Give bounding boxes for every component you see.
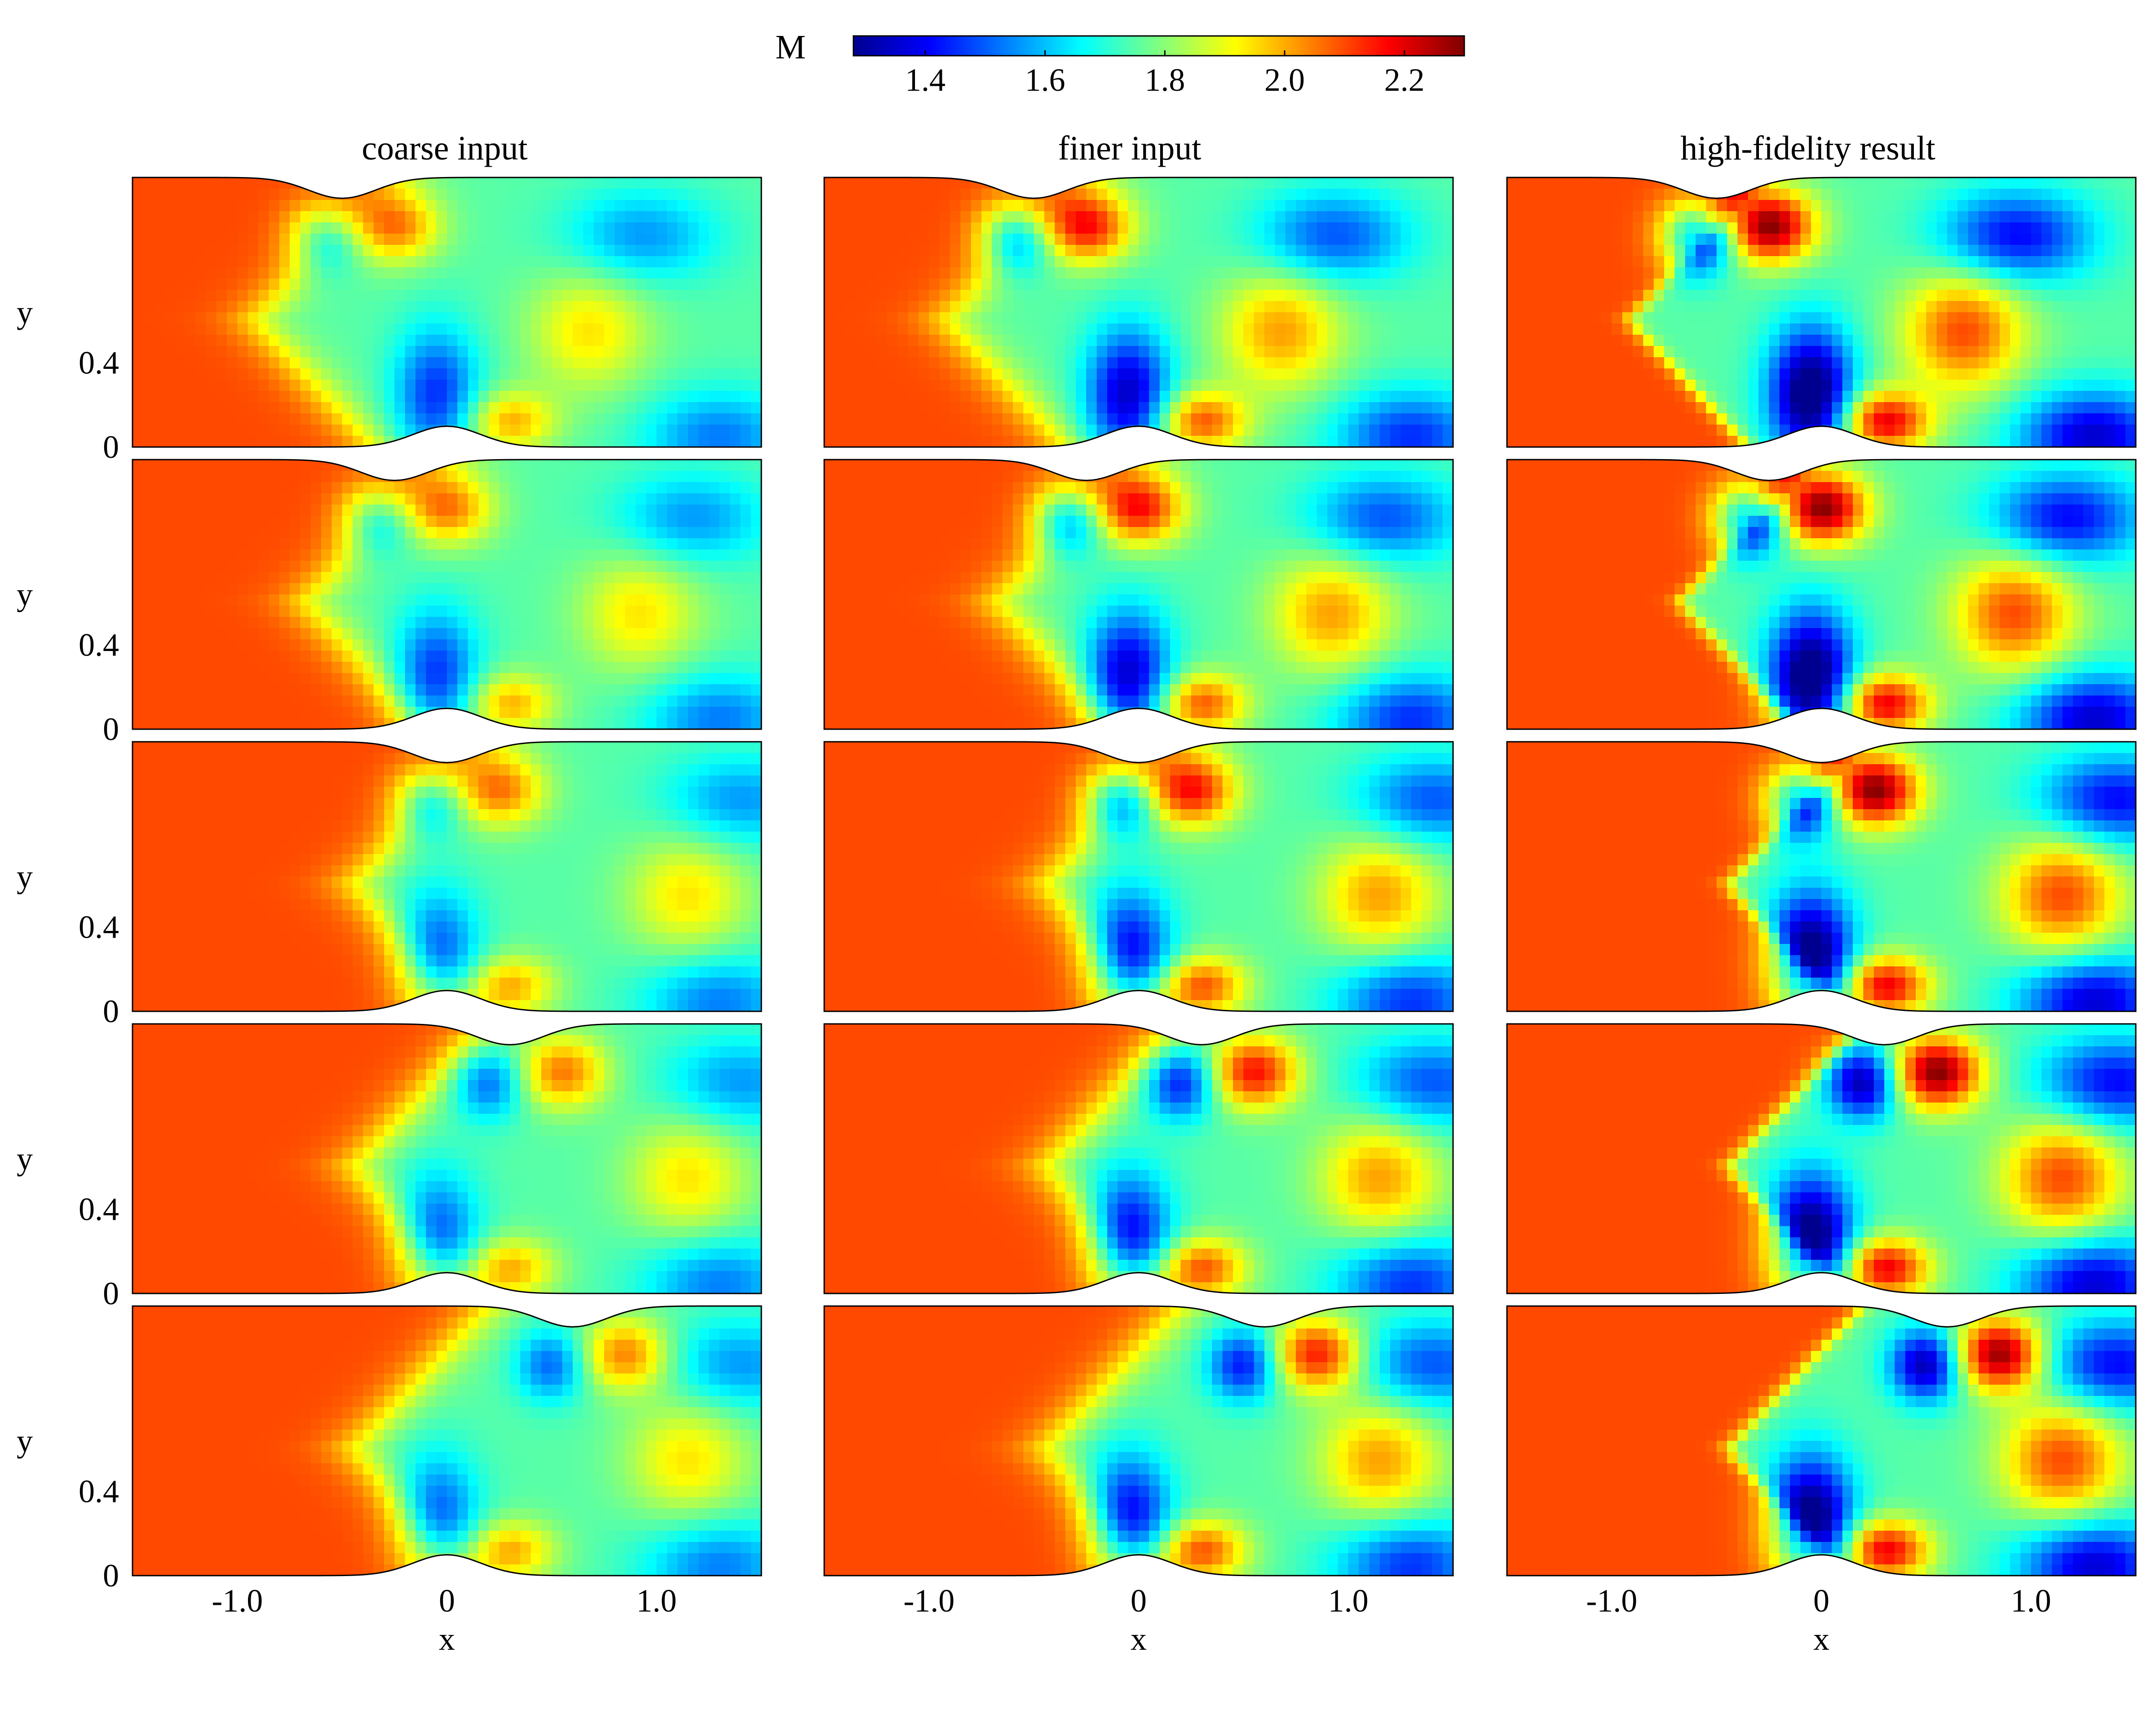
colorbar-tick-label: 1.8 (1144, 62, 1185, 98)
column-title-coarse: coarse input (362, 129, 527, 167)
colorbar-gradient (853, 35, 1465, 57)
colorbar-tick-label: 2.2 (1384, 62, 1425, 98)
domain-outline (1506, 459, 2137, 730)
x-tick-label: -1.0 (903, 1583, 954, 1619)
y-axis-label: y (17, 859, 33, 895)
x-axis-label: x (1131, 1621, 1147, 1657)
y-tick-label: 0 (103, 1276, 119, 1311)
y-tick-label: 0 (103, 993, 119, 1029)
domain-outline (132, 1305, 762, 1577)
x-tick-label: -1.0 (1586, 1583, 1637, 1619)
y-tick-label: 0 (103, 1558, 119, 1594)
domain-outline (132, 177, 762, 448)
y-tick-label: 0.4 (79, 345, 119, 381)
heatmap-panel (823, 459, 1454, 730)
heatmap-panel (823, 741, 1454, 1012)
y-tick-label: 0.4 (79, 1474, 119, 1510)
y-tick-label: 0.4 (79, 627, 119, 663)
colorbar-tick-label: 1.4 (905, 62, 945, 98)
y-tick-label: 0 (103, 711, 119, 747)
y-tick-label: 0.4 (79, 909, 119, 945)
heatmap-panel (1506, 741, 2137, 1012)
x-tick-label: 0 (1131, 1583, 1147, 1619)
y-axis-label: y (17, 576, 33, 612)
x-tick-label: -1.0 (212, 1583, 263, 1619)
colorbar-label: M (775, 28, 806, 66)
heatmap-panel: 0 0.4 y -1.0 0 1.0 x (17, 1305, 762, 1657)
heatmap-panel: -1.0 0 1.0 x (823, 1305, 1454, 1657)
x-tick-label: 1.0 (2011, 1583, 2051, 1619)
domain-outline (1506, 741, 2137, 1012)
domain-outline (1506, 1023, 2137, 1294)
x-tick-label: 1.0 (636, 1583, 677, 1619)
panel-grid: 0 0.4 y 0 0.4 y 0 0.4 y 0 0.4 y 0 0.4 y -1.0 0 1.0 x -1.0 0 1… (17, 177, 2137, 1657)
domain-outline (823, 1305, 1454, 1577)
domain-outline (132, 1023, 762, 1294)
x-tick-label: 1.0 (1328, 1583, 1369, 1619)
heatmap-panel (1506, 459, 2137, 730)
heatmap-panel: 0 0.4 y (17, 1023, 762, 1311)
domain-outline (1506, 1305, 2137, 1577)
y-axis-label: y (17, 294, 33, 330)
domain-outline (1506, 177, 2137, 448)
domain-outline (132, 741, 762, 1012)
y-tick-label: 0 (103, 429, 119, 465)
heatmap-panel: -1.0 0 1.0 x (1506, 1305, 2137, 1657)
heatmap-panel: 0 0.4 y (17, 741, 762, 1029)
heatmap-panel: 0 0.4 y (17, 177, 762, 465)
y-tick-label: 0.4 (79, 1191, 119, 1227)
x-tick-label: 0 (1813, 1583, 1829, 1619)
y-axis-label: y (17, 1141, 33, 1177)
heatmap-panel (1506, 177, 2137, 448)
colorbar-ticks: 1.4 1.6 1.8 2.0 2.2 (905, 50, 1425, 98)
heatmap-panel (1506, 1023, 2137, 1294)
colorbar-tick-label: 2.0 (1264, 62, 1305, 98)
x-axis-label: x (439, 1621, 455, 1657)
domain-outline (823, 177, 1454, 448)
domain-outline (132, 459, 762, 730)
column-title-finer: finer input (1058, 129, 1202, 167)
heatmap-panel (823, 1023, 1454, 1294)
heatmap-panel: 0 0.4 y (17, 459, 762, 747)
domain-outline (823, 741, 1454, 1012)
colorbar-tick-label: 1.6 (1025, 62, 1065, 98)
domain-outline (823, 459, 1454, 730)
x-tick-label: 0 (439, 1583, 455, 1619)
heatmap-panel (823, 177, 1454, 448)
y-axis-label: y (17, 1423, 33, 1459)
x-axis-label: x (1813, 1621, 1829, 1657)
column-title-high-fidelity: high-fidelity result (1680, 129, 1935, 167)
colorbar: M 1.4 1.6 1.8 2.0 2.2 (775, 28, 1465, 98)
domain-outline (823, 1023, 1454, 1294)
